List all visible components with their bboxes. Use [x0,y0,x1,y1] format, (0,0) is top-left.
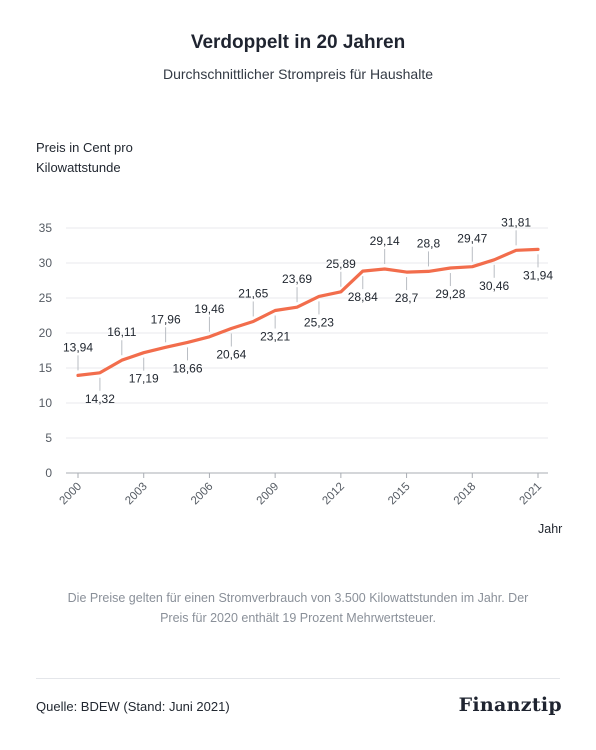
data-label: 29,47 [457,232,487,246]
y-tick-label: 25 [39,291,53,305]
y-axis-label: Preis in Cent pro Kilowattstunde [36,140,133,175]
y-tick-label: 20 [39,326,53,340]
finanztip-logo: Finanztip [458,694,562,716]
data-label: 13,94 [63,340,93,354]
data-label: 23,21 [260,330,290,344]
x-tick-label: 2003 [123,481,150,508]
x-tick-label: 2000 [58,481,85,508]
x-tick-label: 2009 [255,481,282,508]
data-label: 19,46 [194,302,224,316]
data-label: 28,7 [395,291,419,305]
data-label: 14,32 [85,392,115,406]
data-label: 20,64 [216,348,246,362]
y-tick-label: 30 [39,256,53,270]
chart-title: Verdoppelt in 20 Jahren [190,32,406,53]
data-label: 28,8 [417,236,441,250]
data-label: 28,84 [348,290,378,304]
y-tick-label: 5 [45,431,52,445]
y-tick-label: 10 [39,396,53,410]
x-tick-label: 2015 [386,481,413,508]
data-label: 25,23 [304,315,334,329]
data-label: 16,11 [107,325,136,339]
x-tick-label: 2021 [518,481,545,508]
source-text: Quelle: BDEW (Stand: Juni 2021) [36,699,230,714]
x-tick-label: 2006 [189,481,216,508]
data-label: 21,65 [238,286,268,300]
divider [36,678,560,679]
data-label: 25,89 [326,257,356,271]
data-label: 18,66 [173,361,203,375]
x-tick-label: 2018 [452,481,479,508]
data-label: 30,46 [479,279,509,293]
data-label: 23,69 [282,272,312,286]
data-label: 31,94 [523,268,553,282]
data-label: 29,28 [435,287,465,301]
data-label: 17,19 [129,372,159,386]
footnote: Die Preise gelten für einen Stromverbrau… [67,591,529,625]
x-axis-label: Jahr [538,522,563,536]
data-label: 29,14 [370,234,400,248]
data-label: 17,96 [151,312,181,326]
y-tick-label: 0 [45,466,52,480]
y-tick-label: 35 [39,221,53,235]
data-label: 31,81 [501,215,531,229]
x-tick-label: 2012 [320,481,347,508]
y-tick-label: 15 [39,361,53,375]
series-line [76,247,540,377]
chart-subtitle: Durchschnittlicher Strompreis für Hausha… [163,66,433,82]
